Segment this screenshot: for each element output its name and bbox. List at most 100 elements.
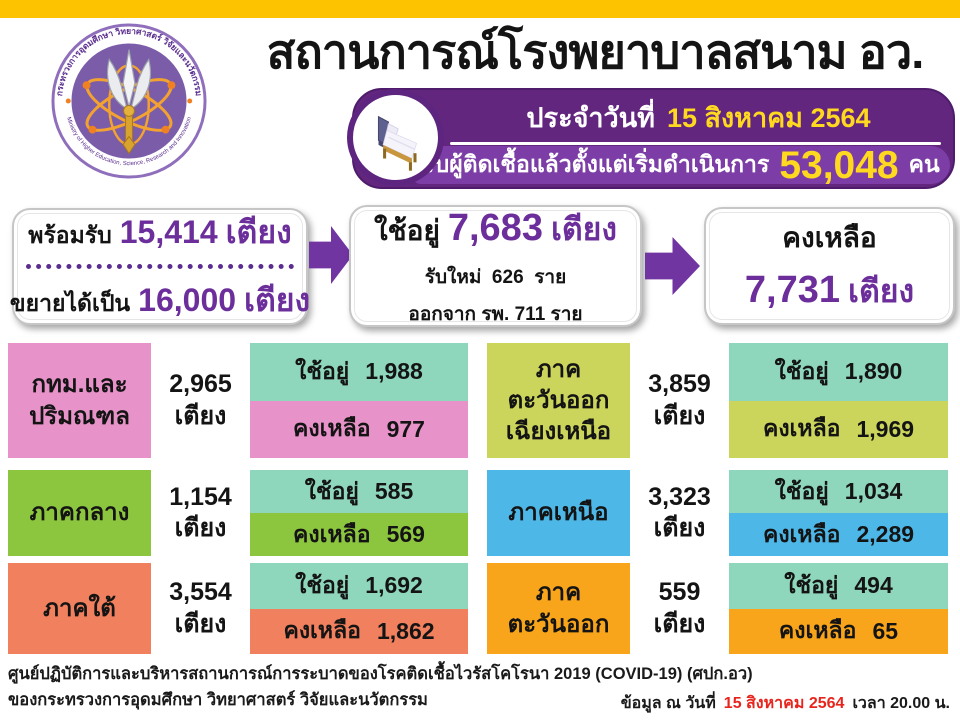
footer-line-2: ของกระทรวงการอุดมศึกษา วิทยาศาสตร์ วิจัย… xyxy=(8,691,428,709)
data-note: ข้อมูล ณ วันที่ 15 สิงหาคม 2564 เวลา 20.… xyxy=(621,691,950,716)
ready-label: พร้อมรับ xyxy=(28,222,112,248)
new-cases-line: รับใหม่ 626 ราย xyxy=(424,266,567,288)
used-bar: ใช้อยู่ 1,692 xyxy=(250,563,468,609)
dotted-divider xyxy=(25,264,295,269)
region-total-unit: เตียง xyxy=(174,514,227,542)
region-north: ภาคเหนือ 3,323 เตียง ใช้อยู่ 1,034 คงเหล… xyxy=(487,470,948,556)
region-northeast: ภาค ตะวันออก เฉียงเหนือ 3,859 เตียง ใช้อ… xyxy=(487,343,948,458)
data-note-time: เวลา 20.00 น. xyxy=(852,695,950,712)
remaining-label: คงเหลือ xyxy=(778,617,857,644)
trident-icon xyxy=(106,49,152,155)
used-label: ใช้อยู่ xyxy=(304,477,359,504)
remaining-bar: คงเหลือ 977 xyxy=(250,400,468,458)
region-name: ภาคเหนือ xyxy=(487,470,630,556)
remaining-label: คงเหลือ xyxy=(293,520,371,547)
top-accent-bar xyxy=(0,0,960,18)
used-label: ใช้อยู่ xyxy=(774,477,829,504)
report-date-line: ประจำวันที่ 15 สิงหาคม 2564 xyxy=(454,94,943,140)
region-central: ภาคกลาง 1,154 เตียง ใช้อยู่ 585 คงเหลือ … xyxy=(8,470,468,556)
region-total-value: 559 xyxy=(658,578,701,607)
ready-unit: เตียง xyxy=(225,214,292,250)
discharged-line: ออกจาก รพ. 711 ราย xyxy=(408,303,583,325)
region-total-value: 2,965 xyxy=(169,370,232,399)
region-total: 3,554 เตียง xyxy=(151,563,250,654)
used-value: 1,034 xyxy=(844,478,903,504)
expand-label: ขยายได้เป็น xyxy=(9,290,131,316)
remaining-bar: คงเหลือ 2,289 xyxy=(729,513,948,556)
region-total-value: 3,554 xyxy=(169,578,232,607)
region-east: ภาค ตะวันออก 559 เตียง ใช้อยู่ 494 คงเหล… xyxy=(487,563,948,654)
region-bars: ใช้อยู่ 1,034 คงเหลือ 2,289 xyxy=(729,470,948,556)
used-bar: ใช้อยู่ 585 xyxy=(250,470,468,513)
expand-unit: เตียง xyxy=(244,282,311,318)
remaining-value: 7,731 xyxy=(744,268,840,311)
admitted-value: 53,048 xyxy=(779,143,899,187)
used-value: 1,988 xyxy=(365,358,423,385)
region-bkk-metro: กทม.และ ปริมณฑล 2,965 เตียง ใช้อยู่ 1,98… xyxy=(8,343,468,458)
used-value: 585 xyxy=(374,478,414,504)
remaining-bar: คงเหลือ 1,862 xyxy=(250,608,468,654)
date-banner: ประจำวันที่ 15 สิงหาคม 2564 รับผู้ติดเชื… xyxy=(352,88,955,189)
used-value: 1,692 xyxy=(365,572,423,599)
region-name: กทม.และ ปริมณฑล xyxy=(8,343,151,458)
region-bars: ใช้อยู่ 494 คงเหลือ 65 xyxy=(729,563,948,654)
region-total: 3,859 เตียง xyxy=(630,343,729,458)
region-total-unit: เตียง xyxy=(653,609,706,638)
used-bar: ใช้อยู่ 1,890 xyxy=(729,343,948,401)
flow-arrow-1-icon xyxy=(309,226,353,284)
region-name: ภาคกลาง xyxy=(8,470,151,556)
remaining-value: 977 xyxy=(386,415,425,442)
page-title: สถานการณ์โรงพยาบาลสนาม อว. xyxy=(266,24,925,78)
region-total-unit: เตียง xyxy=(653,401,706,430)
region-total: 2,965 เตียง xyxy=(151,343,250,458)
data-note-date: 15 สิงหาคม 2564 xyxy=(723,695,845,712)
region-bars: ใช้อยู่ 1,988 คงเหลือ 977 xyxy=(250,343,468,458)
remaining-bar: คงเหลือ 1,969 xyxy=(729,400,948,458)
region-total-unit: เตียง xyxy=(653,514,706,542)
remaining-label: คงเหลือ xyxy=(293,415,371,442)
region-name: ภาค ตะวันออก เฉียงเหนือ xyxy=(487,343,630,458)
used-bar: ใช้อยู่ 1,988 xyxy=(250,343,468,401)
report-date-label: ประจำวันที่ xyxy=(526,102,655,133)
used-label: ใช้อยู่ xyxy=(784,571,839,598)
capacity-box: พร้อมรับ 15,414 เตียง ขยายได้เป็น 16,000… xyxy=(9,208,311,325)
region-total-value: 1,154 xyxy=(169,482,232,511)
region-bars: ใช้อยู่ 585 คงเหลือ 569 xyxy=(250,470,468,556)
used-value: 494 xyxy=(854,572,893,599)
region-total-unit: เตียง xyxy=(174,401,227,430)
admitted-label: รับผู้ติดเชื้อแล้วตั้งแต่เริ่มดำเนินการ xyxy=(422,151,770,177)
remaining-bar: คงเหลือ 569 xyxy=(250,513,468,556)
data-note-prefix: ข้อมูล ณ วันที่ xyxy=(620,695,716,712)
remaining-label: คงเหลือ xyxy=(762,415,841,442)
flow-arrow-2-icon xyxy=(645,237,700,295)
footer-line-1: ศูนย์ปฏิบัติการและบริหารสถานการณ์การระบา… xyxy=(8,665,753,683)
admitted-total-line: รับผู้ติดเชื้อแล้วตั้งแต่เริ่มดำเนินการ … xyxy=(412,143,950,187)
ministry-logo: กระทรวงการอุดมศึกษา วิทยาศาสตร์ วิจัยและ… xyxy=(51,23,207,179)
remaining-label: คงเหลือ xyxy=(762,520,841,547)
region-total: 3,323 เตียง xyxy=(630,470,729,556)
in-use-unit: เตียง xyxy=(550,210,618,247)
expand-value: 16,000 xyxy=(138,282,237,318)
region-south: ภาคใต้ 3,554 เตียง ใช้อยู่ 1,692 คงเหลือ… xyxy=(8,563,468,654)
used-label: ใช้อยู่ xyxy=(774,357,829,384)
used-bar: ใช้อยู่ 494 xyxy=(729,563,948,609)
remaining-unit: เตียง xyxy=(848,272,915,309)
remaining-box: คงเหลือ 7,731 เตียง xyxy=(704,207,955,325)
region-total: 559 เตียง xyxy=(630,563,729,654)
in-use-label: ใช้อยู่ xyxy=(373,214,440,246)
region-name: ภาคใต้ xyxy=(8,563,151,654)
region-name: ภาค ตะวันออก xyxy=(487,563,630,654)
region-total: 1,154 เตียง xyxy=(151,470,250,556)
region-total-value: 3,859 xyxy=(648,370,711,399)
used-value: 1,890 xyxy=(844,358,903,385)
used-label: ใช้อยู่ xyxy=(295,571,350,598)
in-use-value: 7,683 xyxy=(447,206,543,249)
remaining-bar: คงเหลือ 65 xyxy=(729,608,948,654)
remaining-label: คงเหลือ xyxy=(782,221,877,253)
hospital-bed-icon xyxy=(377,115,417,171)
admitted-unit: คน xyxy=(908,151,940,177)
electron-dots-icon xyxy=(82,81,176,134)
remaining-value: 2,289 xyxy=(856,521,915,547)
remaining-value: 65 xyxy=(872,617,899,644)
